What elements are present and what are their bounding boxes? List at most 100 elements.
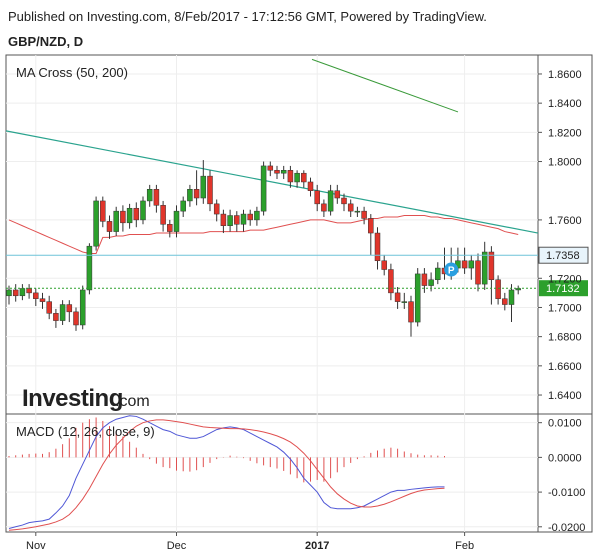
x-tick-label: 2017 [305, 540, 329, 552]
logo-brand: Investing [22, 385, 123, 412]
candle-body [201, 176, 206, 198]
candle-body [489, 252, 494, 280]
time-axis: Nov Dec 2017 Feb [26, 532, 474, 552]
candle-body [502, 299, 507, 305]
candle-body [13, 290, 18, 296]
candle-body [429, 280, 434, 286]
candle-body [362, 211, 367, 218]
candle-body [368, 218, 373, 233]
main-pane-title: MA Cross (50, 200) [16, 65, 128, 80]
y-tick-label: -0.0200 [548, 522, 585, 534]
y-tick-label: 1.6400 [548, 390, 582, 402]
candle-body [462, 261, 467, 268]
x-tick-label: Dec [167, 540, 187, 552]
candle-body [295, 173, 300, 182]
candle-body [435, 268, 440, 280]
x-tick-label: Feb [455, 540, 474, 552]
candle-body [241, 214, 246, 224]
candle-body [496, 280, 501, 299]
candle-body [509, 290, 514, 305]
candle-body [194, 189, 199, 198]
candle-body [342, 198, 347, 204]
y-tick-label: 0.0000 [548, 452, 582, 464]
y-tick-label: 1.8400 [548, 98, 582, 110]
candle-body [516, 288, 521, 289]
candle-body [187, 189, 192, 201]
moving-averages [6, 59, 538, 253]
candle-body [395, 293, 400, 302]
candle-body [161, 205, 166, 224]
candle-body [335, 191, 340, 198]
candle-body [301, 173, 306, 182]
candle-body [94, 201, 99, 246]
candle-body [40, 299, 45, 302]
y-tick-label: 1.8000 [548, 157, 582, 169]
candle-body [67, 305, 72, 312]
candle-body [20, 288, 25, 295]
candle-body [288, 170, 293, 182]
candle-body [476, 261, 481, 284]
candle-body [80, 290, 85, 325]
candle-body [27, 288, 32, 292]
candle-body [181, 201, 186, 211]
candle-body [107, 221, 112, 231]
candle-body [53, 313, 58, 320]
candle-body [422, 274, 427, 286]
y-tick-label: 1.8200 [548, 127, 582, 139]
candle-body [120, 211, 125, 223]
candle-body [388, 270, 393, 293]
candle-body [469, 261, 474, 268]
candle-body [321, 204, 326, 211]
candle-body [409, 302, 414, 322]
candle-body [402, 302, 407, 303]
main-gridlines [6, 55, 538, 532]
logo-suffix: .com [115, 393, 150, 410]
candle-body [33, 293, 38, 299]
x-tick-label: Nov [26, 540, 46, 552]
candle-body [174, 211, 179, 231]
candle-body [275, 170, 280, 173]
y-tick-label: 1.6800 [548, 332, 582, 344]
ma200-line [312, 59, 458, 112]
y-tick-label: 1.6600 [548, 361, 582, 373]
candle-body [482, 252, 487, 284]
candle-body [47, 302, 52, 314]
investing-logo: Investing .com [22, 385, 150, 412]
candle-body [228, 216, 233, 226]
candle-body [254, 211, 259, 220]
macd-pane-title: MACD (12, 26, close, 9) [16, 424, 155, 439]
candle-body [134, 208, 139, 220]
candle-body [147, 189, 152, 201]
candle-body [375, 233, 380, 261]
candle-body [328, 191, 333, 211]
candle-body [74, 312, 79, 325]
y-tick-label: 0.0100 [548, 418, 582, 430]
candle-body [87, 246, 92, 290]
candle-body [167, 224, 172, 231]
y-tick-label: 1.7000 [548, 302, 582, 314]
candle-body [355, 211, 360, 212]
candle-body [7, 290, 12, 296]
candle-body [208, 176, 213, 204]
y-tick-label: -0.0100 [548, 487, 585, 499]
candle-body [60, 305, 65, 321]
candle-body [127, 208, 132, 223]
candle-body [154, 189, 159, 205]
descending-trendline [6, 131, 538, 233]
candle-body [234, 216, 239, 225]
candle-body [141, 201, 146, 220]
candle-body [348, 204, 353, 211]
ma50-line [9, 216, 518, 254]
candle-body [248, 214, 253, 220]
candle-body [114, 211, 119, 231]
candle-body [281, 170, 286, 173]
resistance-price-label: 1.7358 [546, 250, 580, 262]
candle-body [100, 201, 105, 221]
y-tick-label: 1.7200 [548, 273, 582, 285]
candle-body [382, 261, 387, 270]
y-tick-label: 1.8600 [548, 69, 582, 81]
candle-body [221, 214, 226, 226]
y-tick-label: 1.7600 [548, 215, 582, 227]
candle-body [315, 191, 320, 204]
